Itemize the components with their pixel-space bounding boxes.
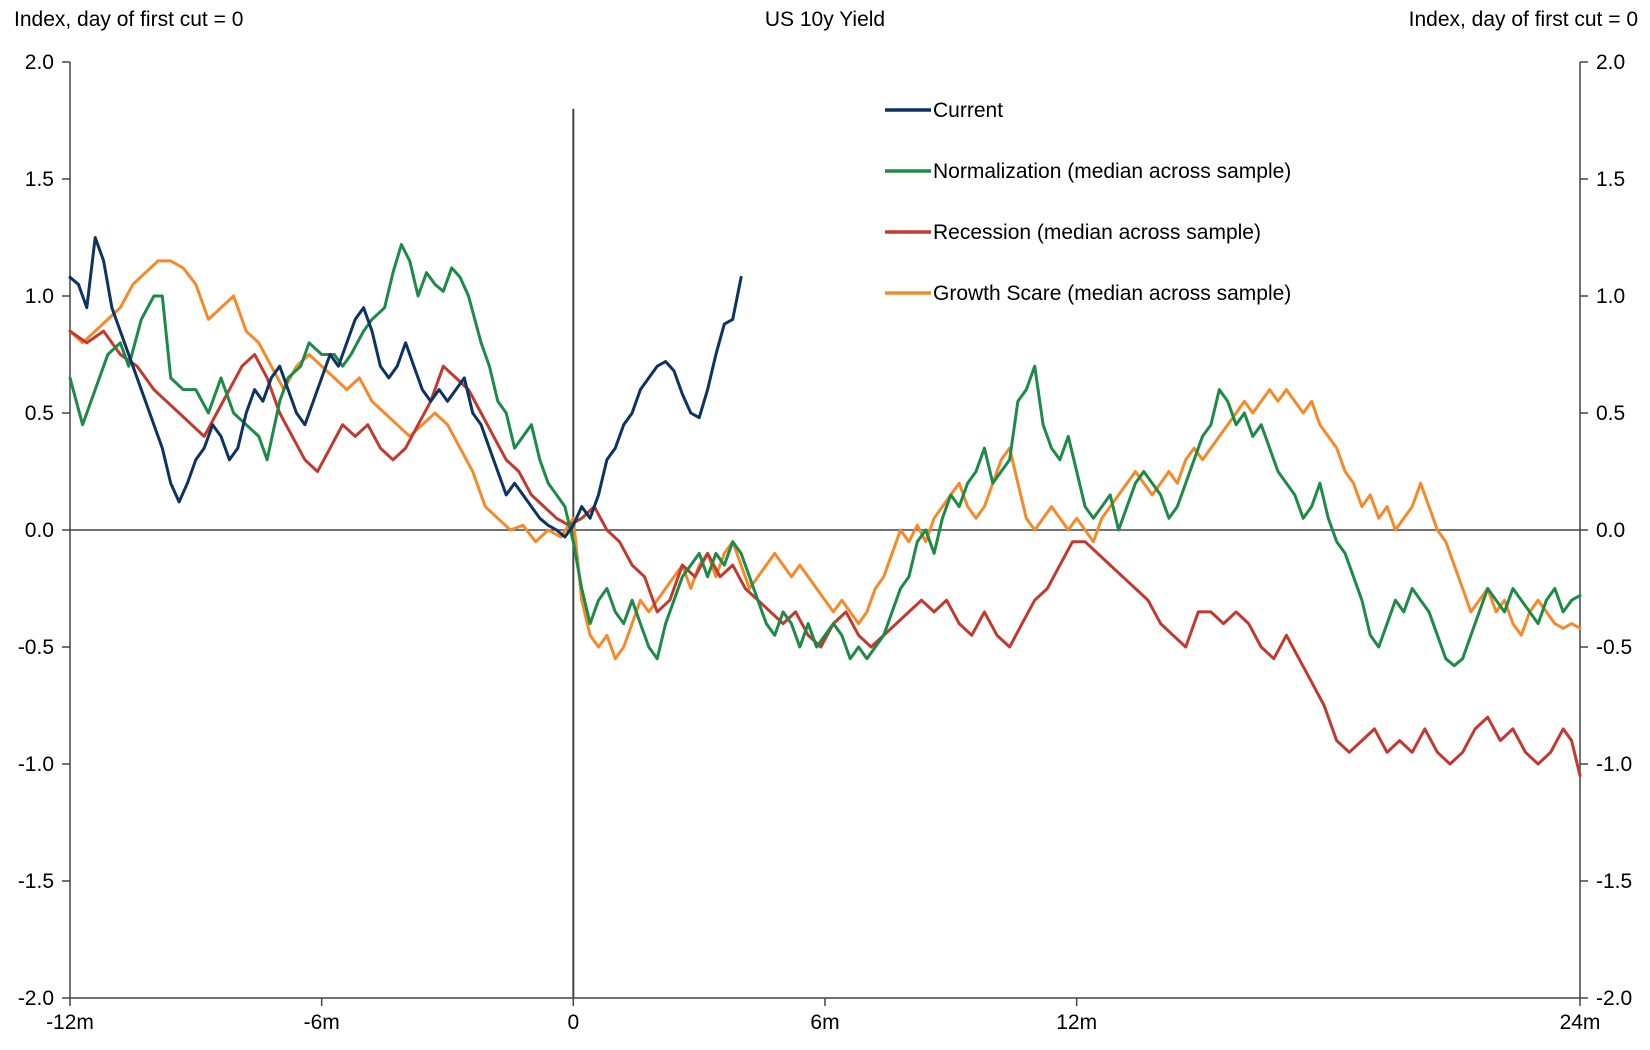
y-tick-label-left: 0.5 — [25, 402, 54, 425]
series-line-recession — [68, 329, 1582, 778]
legend: Current Normalization (median across samp… — [885, 99, 1291, 305]
series-line-current — [68, 236, 743, 539]
x-tick-label: 12m — [1056, 1011, 1097, 1034]
series-line-growth — [68, 259, 1582, 661]
y-tick-label-right: -0.5 — [1596, 636, 1632, 659]
x-tick-label: 24m — [1560, 1011, 1601, 1034]
series-line-normalization — [68, 243, 1582, 668]
legend-label-normalization: Normalization (median across sample) — [933, 160, 1291, 183]
axes: 2.0 2.0 1.5 1.5 1.0 1.0 0.5 0.5 0.0 0.0 -0.5 -0.5 -1… — [18, 51, 1632, 1034]
series-layer — [68, 236, 1582, 778]
x-tick-label: 0 — [567, 1011, 579, 1034]
legend-label-recession: Recession (median across sample) — [933, 221, 1261, 244]
y-tick-label-right: -2.0 — [1596, 987, 1632, 1010]
x-tick-label: -12m — [46, 1011, 94, 1034]
x-tick-label: -6m — [304, 1011, 340, 1034]
y-tick-label-left: 1.5 — [25, 168, 54, 191]
y-tick-label-left: -2.0 — [18, 987, 54, 1010]
right-axis-unit-label: Index, day of first cut = 0 — [1408, 8, 1638, 31]
y-tick-label-left: -0.5 — [18, 636, 54, 659]
reference-lines — [70, 108, 1580, 998]
chart-title: US 10y Yield — [764, 8, 886, 31]
y-tick-label-right: 1.0 — [1596, 285, 1625, 308]
y-tick-label-right: 0.5 — [1596, 402, 1625, 425]
legend-label-growth: Growth Scare (median across sample) — [933, 282, 1291, 305]
x-tick-label: 6m — [810, 1011, 839, 1034]
left-axis-unit-label: Index, day of first cut = 0 — [14, 8, 244, 31]
y-tick-label-left: 0.0 — [25, 519, 54, 542]
y-tick-label-left: 2.0 — [25, 51, 54, 74]
y-tick-label-left: -1.0 — [18, 753, 54, 776]
y-tick-label-left: 1.0 — [25, 285, 54, 308]
y-tick-label-left: -1.5 — [18, 870, 54, 893]
y-tick-label-right: 2.0 — [1596, 51, 1625, 74]
y-tick-label-right: 1.5 — [1596, 168, 1625, 191]
legend-label-current: Current — [933, 99, 1003, 122]
y-tick-label-right: -1.5 — [1596, 870, 1632, 893]
y-tick-label-right: 0.0 — [1596, 519, 1625, 542]
y-tick-label-right: -1.0 — [1596, 753, 1632, 776]
